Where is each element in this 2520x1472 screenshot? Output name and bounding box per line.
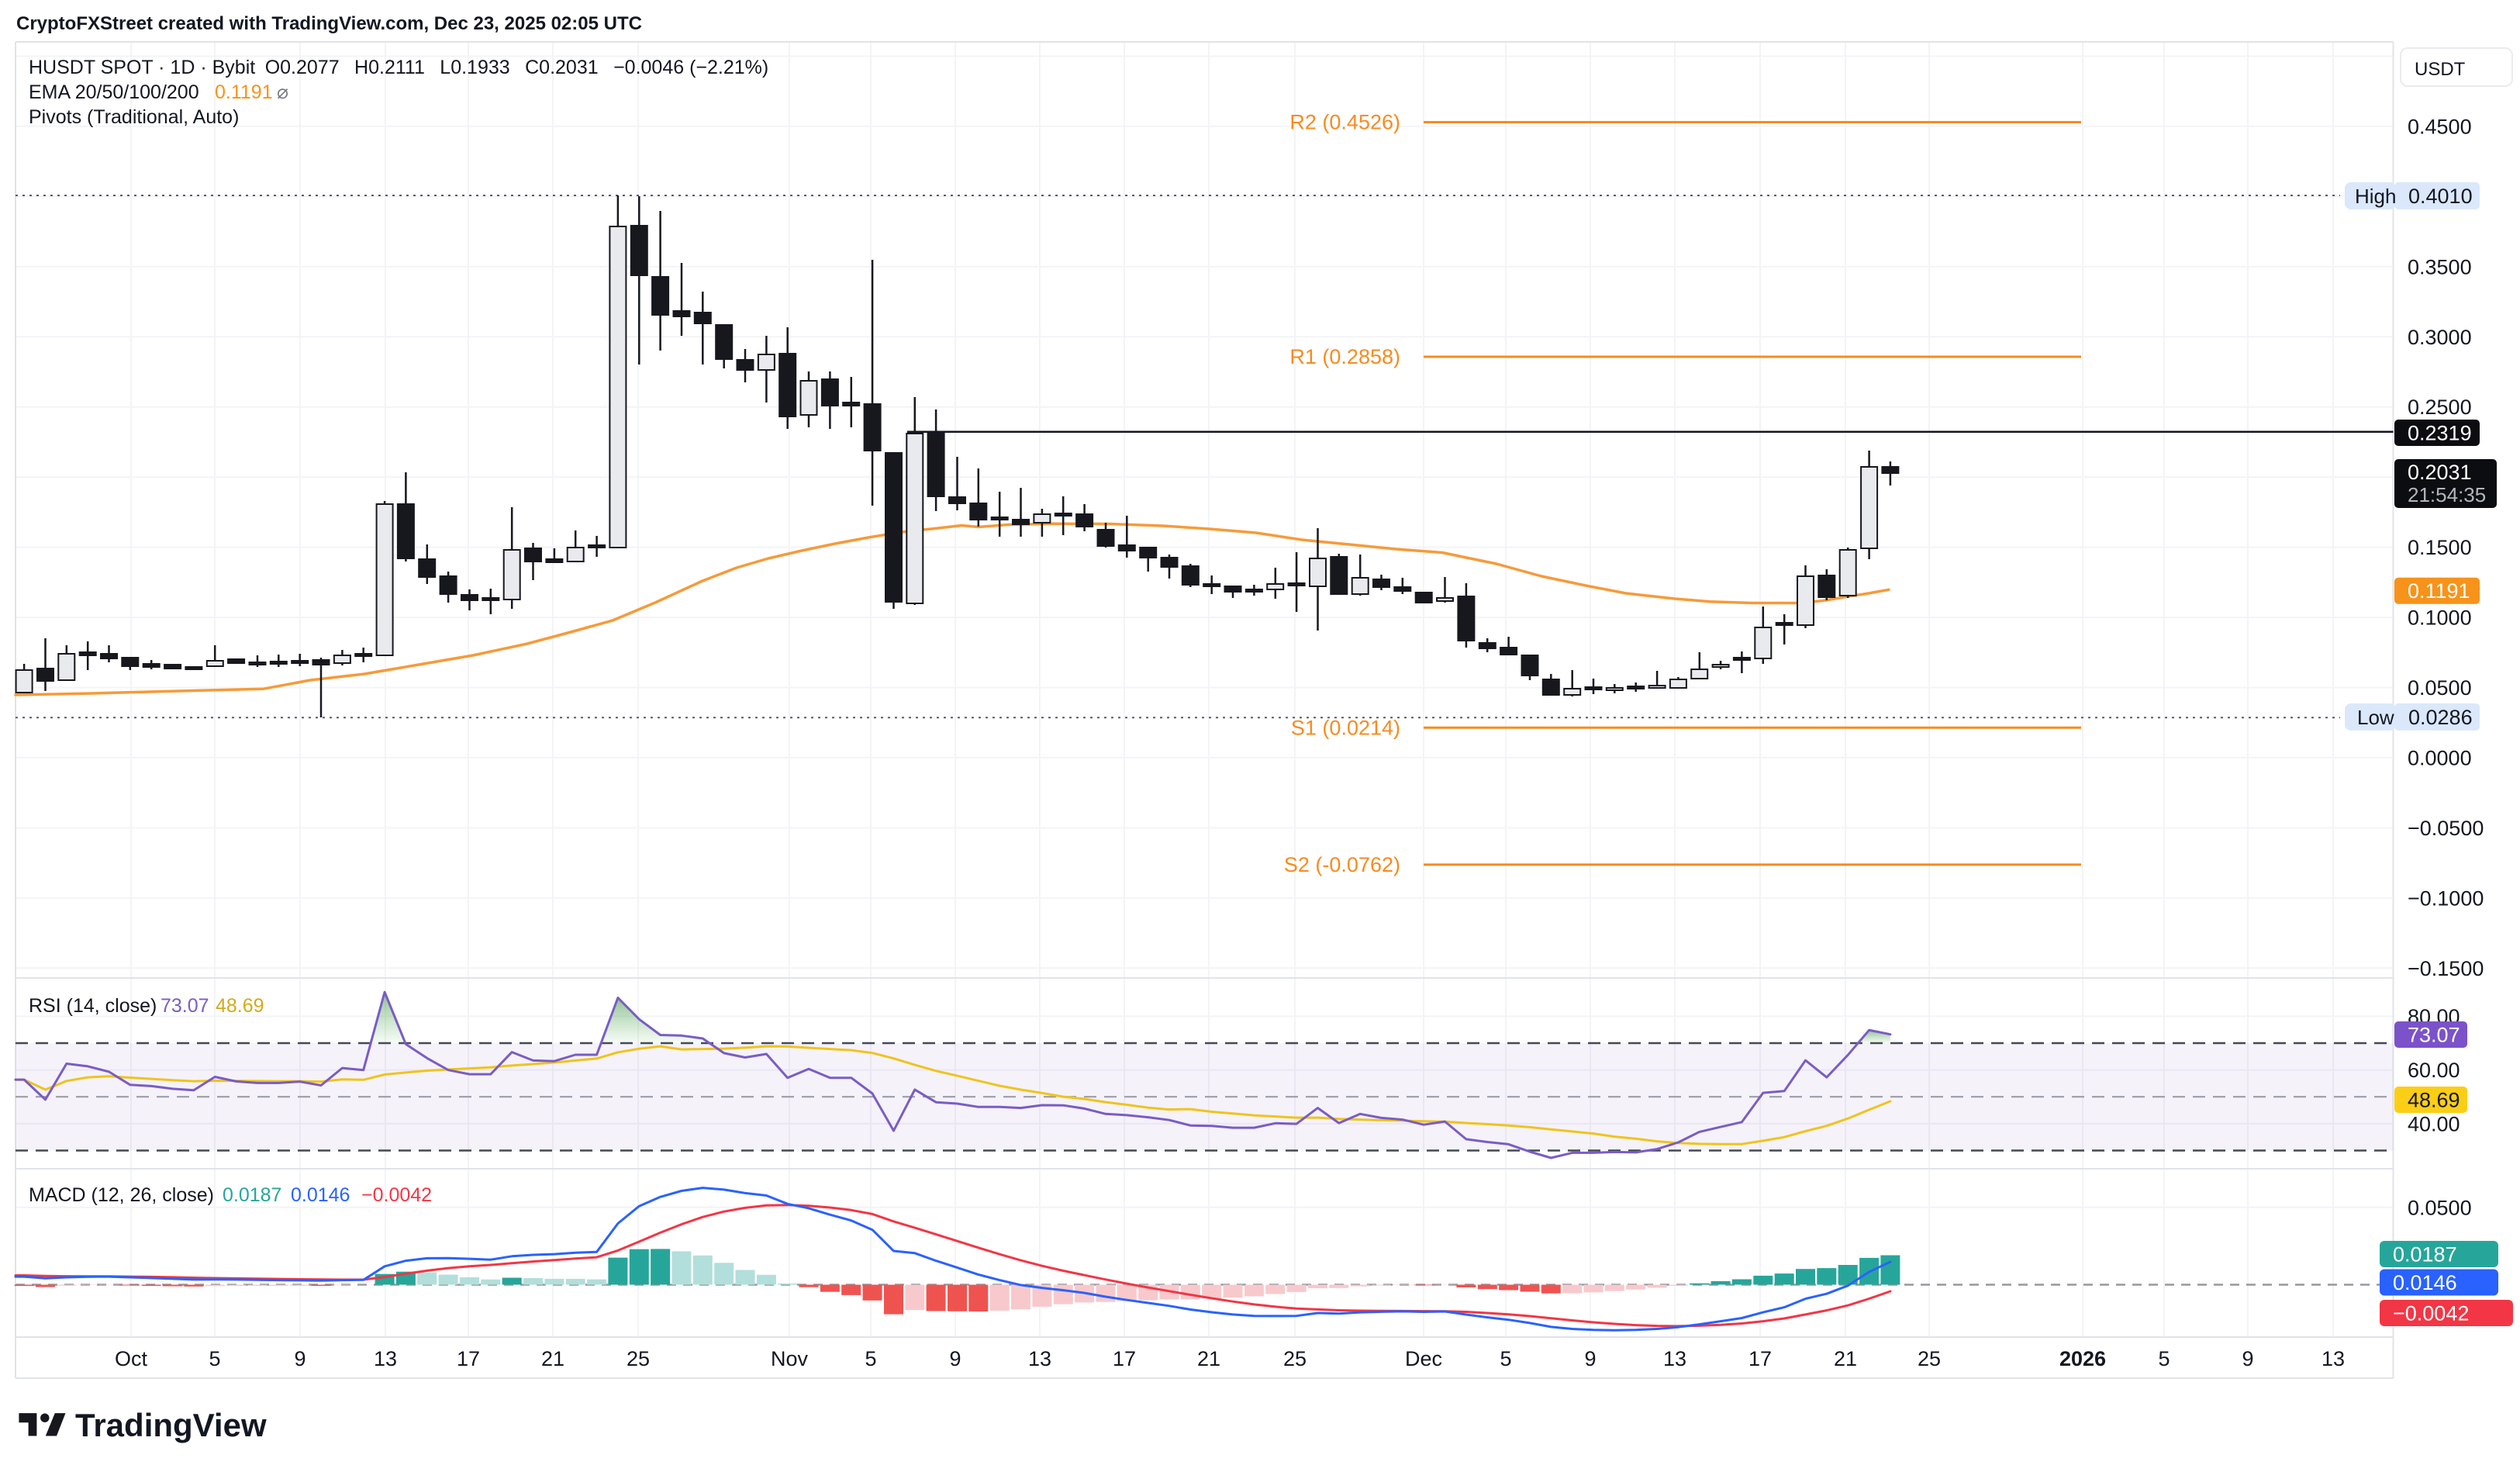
svg-text:73.07: 73.07 (2408, 1024, 2460, 1047)
svg-text:0.0000: 0.0000 (2408, 747, 2472, 770)
svg-text:Pivots (Traditional, Auto): Pivots (Traditional, Auto) (29, 106, 239, 128)
svg-text:0.2031: 0.2031 (2408, 461, 2472, 484)
svg-text:21: 21 (1834, 1347, 1857, 1370)
svg-text:0.0500: 0.0500 (2408, 1196, 2472, 1219)
svg-text:13: 13 (1028, 1347, 1051, 1370)
svg-text:9: 9 (949, 1347, 961, 1370)
svg-text:5: 5 (209, 1347, 220, 1370)
svg-text:0.3000: 0.3000 (2408, 326, 2472, 349)
svg-text:Oct: Oct (115, 1347, 148, 1370)
svg-text:R1 (0.2858): R1 (0.2858) (1289, 345, 1400, 368)
svg-text:21: 21 (1197, 1347, 1220, 1370)
svg-text:0.0146: 0.0146 (291, 1184, 350, 1206)
svg-text:9: 9 (2242, 1347, 2253, 1370)
svg-text:13: 13 (1663, 1347, 1686, 1370)
svg-text:17: 17 (1113, 1347, 1136, 1370)
svg-text:EMA 20/50/100/200: EMA 20/50/100/200 (29, 81, 199, 103)
svg-text:2026: 2026 (2059, 1347, 2106, 1370)
svg-text:21:54:35: 21:54:35 (2408, 483, 2486, 506)
svg-text:5: 5 (1500, 1347, 1511, 1370)
svg-text:0.0146: 0.0146 (2393, 1271, 2457, 1294)
svg-text:MACD (12, 26, close): MACD (12, 26, close) (29, 1184, 214, 1206)
svg-text:0.1191: 0.1191 (215, 81, 273, 103)
svg-text:R2 (0.4526): R2 (0.4526) (1289, 111, 1400, 134)
svg-text:0.4500: 0.4500 (2408, 115, 2472, 138)
svg-text:⌀: ⌀ (277, 81, 288, 103)
svg-text:CryptoFXStreet created with Tr: CryptoFXStreet created with TradingView.… (16, 13, 642, 34)
svg-text:48.69: 48.69 (2408, 1089, 2460, 1112)
svg-text:RSI (14, close): RSI (14, close) (29, 995, 157, 1017)
svg-text:0.0187: 0.0187 (223, 1184, 281, 1206)
svg-text:9: 9 (294, 1347, 306, 1370)
svg-text:−0.0042: −0.0042 (361, 1184, 432, 1206)
svg-text:S1 (0.0214): S1 (0.0214) (1291, 716, 1400, 739)
svg-text:USDT: USDT (2415, 59, 2466, 80)
svg-text:Low: Low (2357, 706, 2394, 729)
svg-text:0.0187: 0.0187 (2393, 1243, 2457, 1266)
svg-text:−0.0500: −0.0500 (2408, 817, 2484, 840)
svg-text:5: 5 (865, 1347, 876, 1370)
svg-text:21: 21 (541, 1347, 564, 1370)
svg-text:−0.1000: −0.1000 (2408, 886, 2484, 910)
svg-text:73.07: 73.07 (161, 995, 209, 1017)
svg-text:17: 17 (457, 1347, 480, 1370)
svg-text:0.2319: 0.2319 (2408, 422, 2472, 445)
svg-text:40.00: 40.00 (2408, 1112, 2460, 1135)
svg-text:17: 17 (1748, 1347, 1772, 1370)
svg-text:0.1191: 0.1191 (2408, 579, 2470, 603)
svg-text:9: 9 (1584, 1347, 1596, 1370)
svg-text:S2 (-0.0762): S2 (-0.0762) (1284, 853, 1400, 876)
svg-text:13: 13 (374, 1347, 397, 1370)
svg-text:0.4010: 0.4010 (2408, 185, 2473, 208)
svg-text:60.00: 60.00 (2408, 1059, 2460, 1082)
svg-text:0.1500: 0.1500 (2408, 536, 2472, 559)
svg-text:HUSDT SPOT · 1D · Bybit O0.207: HUSDT SPOT · 1D · Bybit O0.2077 H0.2111 … (29, 57, 768, 78)
svg-text:Nov: Nov (771, 1347, 809, 1370)
svg-text:High: High (2355, 185, 2396, 208)
svg-text:Dec: Dec (1405, 1347, 1442, 1370)
svg-text:25: 25 (627, 1347, 650, 1370)
svg-text:48.69: 48.69 (216, 995, 264, 1017)
svg-text:25: 25 (1283, 1347, 1307, 1370)
svg-text:TradingView: TradingView (75, 1407, 267, 1443)
svg-text:0.0500: 0.0500 (2408, 676, 2472, 700)
svg-text:−0.1500: −0.1500 (2408, 957, 2484, 980)
svg-text:5: 5 (2158, 1347, 2170, 1370)
svg-text:25: 25 (1918, 1347, 1941, 1370)
svg-text:0.3500: 0.3500 (2408, 255, 2472, 278)
svg-text:0.1000: 0.1000 (2408, 606, 2472, 630)
svg-text:−0.0042: −0.0042 (2393, 1302, 2469, 1325)
svg-text:13: 13 (2322, 1347, 2345, 1370)
svg-text:0.0286: 0.0286 (2408, 706, 2473, 729)
svg-text:0.2500: 0.2500 (2408, 396, 2472, 419)
